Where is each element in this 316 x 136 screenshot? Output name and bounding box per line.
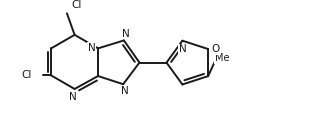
Text: N: N <box>179 44 186 54</box>
Text: Cl: Cl <box>22 70 32 80</box>
Text: N: N <box>122 29 129 39</box>
Text: Cl: Cl <box>71 0 81 10</box>
Text: O: O <box>212 44 220 54</box>
Text: N: N <box>69 92 77 102</box>
Text: N: N <box>88 43 95 53</box>
Text: N: N <box>121 86 129 96</box>
Text: Me: Me <box>215 53 229 63</box>
